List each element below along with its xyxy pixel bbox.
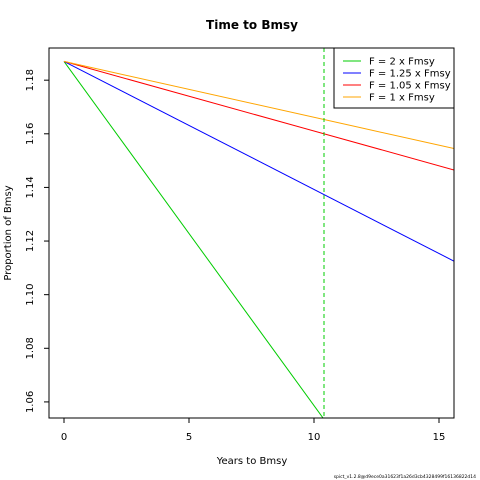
y-tick-label: 1.06 xyxy=(25,391,36,413)
x-tick-label: 15 xyxy=(433,432,446,443)
chart-title: Time to Bmsy xyxy=(206,18,298,32)
y-tick-label: 1.14 xyxy=(25,176,36,198)
x-tick-label: 0 xyxy=(61,432,67,443)
legend-box xyxy=(333,47,455,109)
legend-label: F = 1.25 x Fmsy xyxy=(369,69,451,80)
y-axis: 1.06 1.08 1.10 1.12 1.14 1.16 1.18 xyxy=(25,69,49,413)
footnote: spict_v1.2.8@d9ece0a31623f1a26d3cb432849… xyxy=(334,474,476,480)
plot-area xyxy=(63,48,454,418)
x-tick-label: 10 xyxy=(308,432,321,443)
legend-label: F = 1.05 x Fmsy xyxy=(369,81,451,92)
series-line-2 xyxy=(63,60,454,262)
x-tick-label: 5 xyxy=(186,432,192,443)
y-tick-label: 1.08 xyxy=(25,337,36,359)
y-axis-label: Proportion of Bmsy xyxy=(3,185,14,280)
plot-frame xyxy=(48,47,455,419)
y-tick-label: 1.18 xyxy=(25,69,36,91)
series-line-3 xyxy=(63,60,454,171)
series-line-4 xyxy=(63,60,454,150)
x-axis-label: Years to Bmsy xyxy=(216,456,288,467)
y-tick-label: 1.16 xyxy=(25,123,36,145)
legend-label: F = 2 x Fmsy xyxy=(369,57,435,68)
legend-label: F = 1 x Fmsy xyxy=(369,93,435,104)
y-tick-label: 1.12 xyxy=(25,230,36,252)
x-axis: 0 5 10 15 xyxy=(61,418,446,443)
y-tick-label: 1.10 xyxy=(25,284,36,306)
series-line-1 xyxy=(63,61,324,418)
